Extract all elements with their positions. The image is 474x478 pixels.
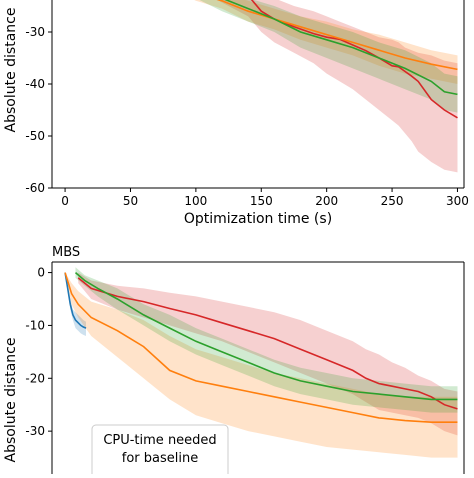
bottom-series-lines: [64, 271, 458, 423]
top-y-axis-label: Absolute distance: [3, 8, 19, 133]
series-2-line: [216, 0, 458, 71]
baseline-annotation: CPU-time needed for baseline: [91, 424, 229, 478]
y-tick-label: -40: [25, 77, 45, 91]
y-tick-label: 0: [37, 266, 45, 280]
annotation-box: [91, 424, 229, 478]
annotation-line-1: CPU-time needed: [103, 433, 216, 448]
series-3-line: [224, 0, 458, 96]
series-1-band: [217, 0, 458, 173]
y-tick-label: -30: [25, 25, 45, 39]
series-3-band: [65, 272, 458, 458]
y-tick-label: -10: [25, 318, 45, 332]
top-axes: -60 -50 -40 -30 0 50 100 150 200 250 300: [25, 0, 469, 208]
x-tick-label: 100: [184, 194, 207, 208]
top-confidence-bands: [194, 0, 458, 173]
series-3-band: [199, 0, 458, 113]
series-2-band: [78, 272, 458, 436]
bottom-panel-title: MBS: [52, 245, 80, 260]
x-tick-label: 300: [446, 194, 469, 208]
top-panel: -60 -50 -40 -30 0 50 100 150 200 250 300 Optimizat…: [3, 0, 469, 227]
top-series-lines: [216, 0, 458, 119]
top-x-axis-label: Optimization time (s): [184, 211, 332, 227]
series-1-line: [64, 272, 87, 329]
x-tick-label: 150: [250, 194, 273, 208]
series-1-band: [65, 272, 86, 336]
series-2-line: [77, 277, 458, 410]
x-tick-label: 50: [123, 194, 138, 208]
bottom-panel: 0-10-20-30-40 MBS Absolute distance CPU-…: [3, 245, 465, 478]
bottom-axes: 0-10-20-30-40: [25, 261, 465, 478]
y-tick-label: -30: [25, 424, 45, 438]
x-tick-label: 0: [61, 194, 69, 208]
y-tick-label: -60: [25, 181, 45, 195]
x-tick-label: 250: [381, 194, 404, 208]
series-3-line: [64, 272, 458, 423]
annotation-line-2: for baseline: [122, 451, 198, 466]
x-tick-label: 200: [315, 194, 338, 208]
y-tick-label: -20: [25, 371, 45, 385]
series-1-line: [250, 0, 458, 119]
series-4-line: [74, 271, 458, 401]
bottom-y-axis-label: Absolute distance: [3, 338, 19, 463]
y-tick-label: -50: [25, 129, 45, 143]
